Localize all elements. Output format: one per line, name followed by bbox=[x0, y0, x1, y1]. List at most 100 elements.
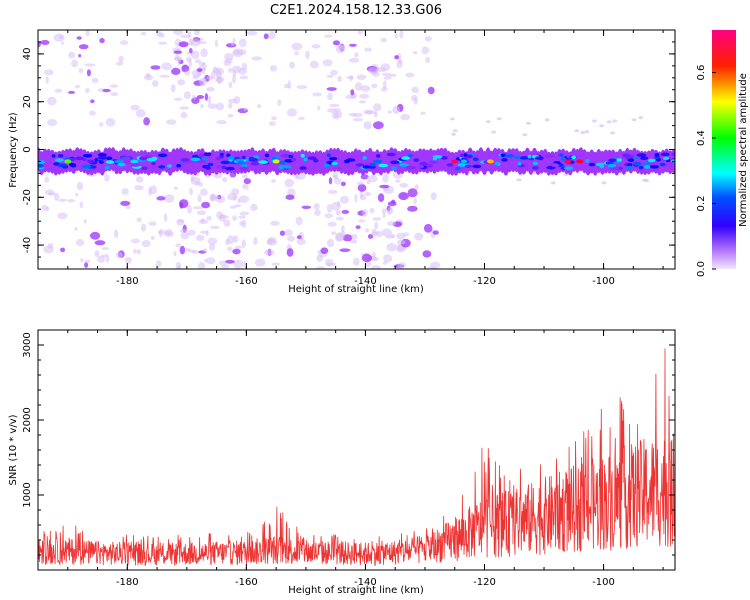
noise-blob bbox=[239, 211, 250, 216]
noise-blob bbox=[222, 176, 228, 183]
band-cell bbox=[241, 155, 246, 160]
noise-blob bbox=[157, 41, 168, 45]
band-cell bbox=[38, 164, 44, 168]
x-tick-label: -140 bbox=[354, 276, 377, 287]
noise-blob bbox=[163, 213, 168, 223]
band-cell bbox=[313, 158, 319, 163]
noise-blob bbox=[365, 262, 372, 267]
noise-blob bbox=[422, 250, 432, 258]
band-cell bbox=[75, 156, 85, 161]
noise-blob bbox=[189, 187, 193, 196]
noise-blob bbox=[140, 31, 147, 36]
noise-blob bbox=[130, 104, 140, 111]
noise-blob bbox=[171, 67, 181, 75]
noise-blob bbox=[342, 234, 353, 242]
noise-blob bbox=[231, 188, 240, 196]
band-cell bbox=[446, 163, 454, 167]
noise-blob bbox=[387, 221, 396, 226]
noise-blob bbox=[136, 217, 142, 223]
noise-blob bbox=[332, 262, 336, 267]
noise-blob bbox=[210, 195, 221, 199]
noise-blob bbox=[109, 84, 119, 88]
band-cell bbox=[158, 165, 166, 169]
x-tick-label: -100 bbox=[592, 577, 615, 588]
noise-blob bbox=[269, 65, 278, 72]
band-cell bbox=[38, 160, 45, 164]
band-cell bbox=[608, 158, 617, 163]
noise-blob bbox=[284, 229, 293, 237]
noise-blob bbox=[86, 69, 91, 77]
noise-blob bbox=[192, 206, 204, 210]
noise-blob bbox=[253, 236, 258, 246]
noise-blob bbox=[180, 112, 188, 119]
noise-blob bbox=[74, 227, 78, 232]
noise-blob bbox=[351, 233, 358, 240]
noise-blob bbox=[243, 178, 251, 185]
noise-blob bbox=[323, 34, 333, 38]
noise-blob bbox=[135, 109, 146, 118]
noise-blob bbox=[187, 229, 196, 236]
noise-blob bbox=[120, 200, 131, 206]
noise-blob bbox=[201, 201, 211, 209]
noise-blob bbox=[124, 256, 132, 264]
band-cell bbox=[464, 164, 473, 168]
noise-blob bbox=[161, 62, 173, 71]
band-cell bbox=[54, 158, 64, 162]
band-cell bbox=[563, 166, 574, 170]
noise-blob bbox=[90, 231, 101, 240]
noise-blob bbox=[198, 61, 205, 67]
noise-blob bbox=[412, 51, 418, 55]
noise-blob bbox=[331, 201, 341, 211]
noise-blob bbox=[104, 174, 110, 182]
noise-blob bbox=[363, 121, 372, 130]
band-cell bbox=[588, 162, 596, 167]
noise-blob bbox=[327, 93, 333, 101]
y-tick-label: -20 bbox=[22, 189, 33, 205]
noise-blob bbox=[405, 72, 415, 78]
noise-blob bbox=[421, 46, 430, 55]
noise-blob bbox=[371, 83, 378, 89]
noise-blob bbox=[78, 44, 89, 50]
noise-blob bbox=[314, 209, 321, 217]
noise-blob bbox=[47, 119, 58, 126]
noise-blob bbox=[202, 67, 206, 75]
noise-blob bbox=[232, 75, 237, 84]
y-tick-label: -40 bbox=[22, 237, 33, 253]
noise-blob bbox=[76, 181, 84, 191]
noise-blob bbox=[642, 178, 647, 182]
noise-blob bbox=[357, 30, 363, 35]
noise-blob bbox=[322, 59, 333, 67]
band-cell bbox=[151, 161, 156, 166]
noise-blob bbox=[152, 80, 159, 87]
colorbar-gradient bbox=[712, 30, 736, 269]
noise-blob bbox=[40, 40, 50, 45]
noise-blob bbox=[177, 79, 186, 86]
noise-blob bbox=[94, 240, 106, 246]
noise-blob bbox=[159, 32, 165, 38]
noise-blob bbox=[257, 104, 262, 109]
band-cell bbox=[633, 156, 638, 160]
noise-blob bbox=[173, 50, 182, 54]
band-cell bbox=[599, 164, 605, 169]
noise-blob bbox=[394, 31, 398, 39]
noise-blob bbox=[326, 204, 333, 213]
band-hotspot bbox=[64, 159, 72, 164]
band-cell bbox=[662, 156, 670, 161]
noise-blob bbox=[427, 266, 437, 269]
noise-blob bbox=[241, 219, 247, 228]
x-tick-label: -140 bbox=[354, 577, 377, 588]
band-cell bbox=[106, 156, 113, 161]
noise-blob bbox=[296, 235, 302, 240]
colorbar-tick-label: 0.4 bbox=[696, 130, 707, 146]
noise-blob bbox=[449, 117, 455, 121]
band-cell bbox=[460, 159, 468, 164]
noise-blob bbox=[233, 49, 240, 56]
noise-blob bbox=[156, 196, 166, 201]
noise-blob bbox=[57, 212, 68, 220]
band-cell bbox=[544, 154, 555, 158]
noise-blob bbox=[38, 41, 41, 48]
noise-blob bbox=[105, 254, 110, 263]
noise-blob bbox=[301, 205, 312, 209]
noise-blob bbox=[78, 67, 84, 74]
noise-blob bbox=[339, 248, 351, 252]
